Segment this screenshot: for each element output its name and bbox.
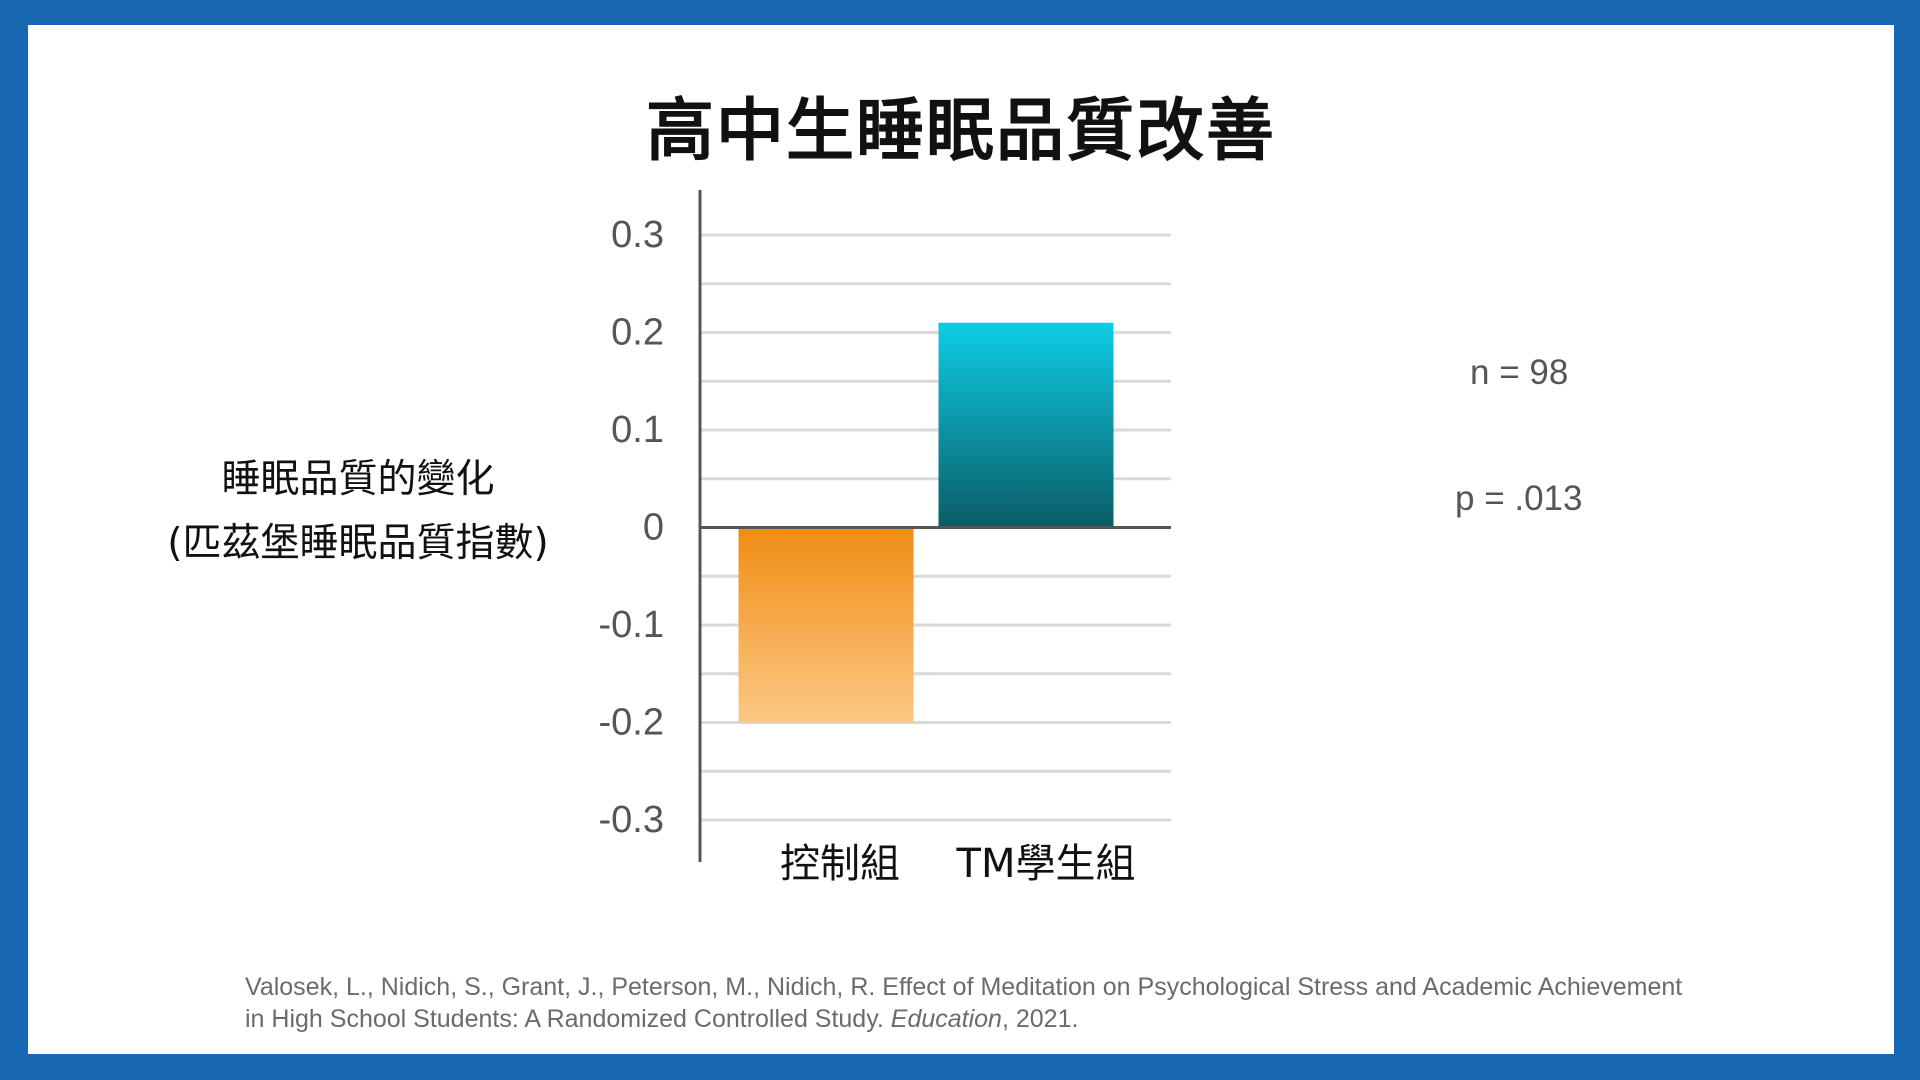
p-value-text: p = .013 [1455,479,1583,518]
y-axis-label: 睡眠品質的變化 (匹茲堡睡眠品質指數) [128,448,588,576]
y-tick-labels: 0.3 0.2 0.1 0 -0.1 -0.2 -0.3 [599,214,664,841]
citation-line2-text: in High School Students: A Randomized Co… [245,1005,891,1033]
page-title: 高中生睡眠品質改善 [645,92,1276,171]
x-tick-label: TM學生組 [956,841,1136,887]
y-axis-label-line2: (匹茲堡睡眠品質指數) [167,521,549,566]
y-tick-label: 0.3 [611,214,664,256]
citation: Valosek, L., Nidich, S., Grant, J., Pete… [245,971,1805,1035]
y-tick-label: -0.1 [599,604,664,646]
citation-year: , 2021. [1001,1005,1079,1033]
bar-chart: 0.3 0.2 0.1 0 -0.1 -0.2 -0.3 控制組 TM學生組 [599,190,1171,887]
x-tick-label: 控制組 [780,841,900,887]
y-tick-label: -0.2 [599,702,664,744]
sample-size-text: n = 98 [1470,353,1569,392]
y-tick-label: 0.2 [611,312,664,354]
bars [738,322,1114,723]
y-tick-label: 0.1 [611,409,664,451]
citation-line1: Valosek, L., Nidich, S., Grant, J., Pete… [245,973,1683,1001]
citation-journal: Education [890,1005,1002,1033]
citation-line2: in High School Students: A Randomized Co… [245,1003,1805,1035]
y-tick-label: -0.3 [599,799,664,841]
y-tick-label: 0 [643,507,664,549]
x-tick-labels: 控制組 TM學生組 [780,841,1135,887]
slide-panel: 高中生睡眠品質改善 睡眠品質的變化 (匹茲堡睡眠品質指數) 0.3 0.2 0.1 0… [28,25,1894,1054]
bar-tm-group [938,322,1114,528]
y-axis-label-line1: 睡眠品質的變化 [221,457,495,502]
bar-control-group [738,527,914,723]
